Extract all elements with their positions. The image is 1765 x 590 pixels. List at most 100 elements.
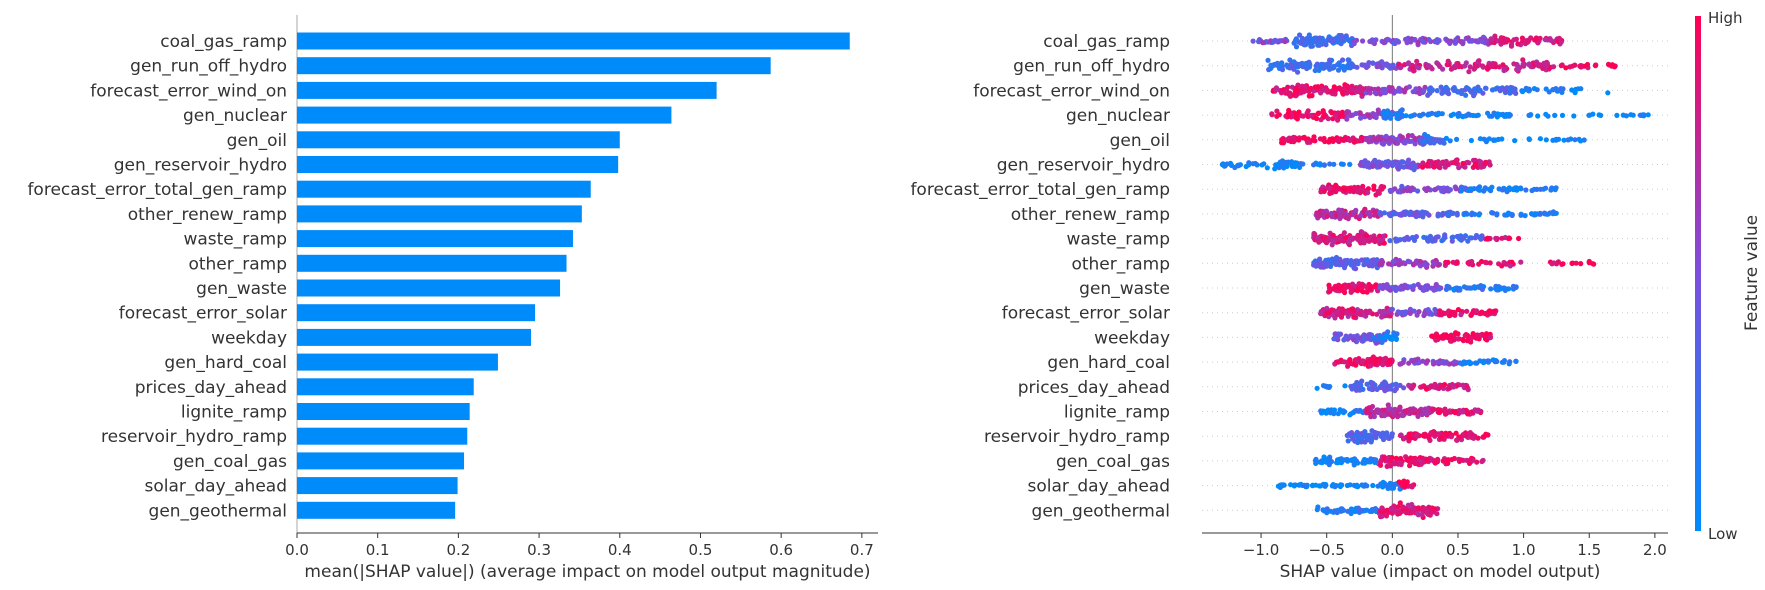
bee-point: [1342, 187, 1348, 193]
bee-point: [1463, 92, 1469, 98]
bee-label-other_renew_ramp: other_renew_ramp: [1011, 205, 1170, 225]
bee-point: [1380, 87, 1386, 93]
bee-point: [1436, 431, 1442, 437]
bee-point: [1359, 88, 1365, 94]
bee-point: [1380, 436, 1387, 443]
bee-point: [1548, 187, 1554, 193]
bee-point: [1482, 161, 1488, 167]
bee-point: [1306, 88, 1312, 94]
bee-point: [1352, 383, 1358, 389]
bee-point: [1394, 88, 1400, 94]
bee-point: [1467, 457, 1473, 463]
bee-point: [1330, 232, 1336, 238]
bee-label-reservoir_hydro_ramp: reservoir_hydro_ramp: [984, 427, 1170, 447]
bee-point: [1347, 412, 1353, 418]
bee-point: [1350, 210, 1357, 217]
bee-point: [1319, 264, 1325, 270]
bee-point: [1434, 38, 1440, 45]
bee-point: [1421, 88, 1427, 94]
bee-point: [1327, 185, 1333, 191]
bee-point: [1445, 89, 1451, 95]
bee-x-tick-label: −1.0: [1243, 541, 1279, 559]
bee-point: [1434, 511, 1440, 517]
bee-point: [1347, 186, 1353, 192]
bee-point: [1503, 112, 1509, 118]
bee-point: [1630, 112, 1636, 118]
bee-point: [1375, 86, 1381, 92]
bee-point: [1376, 190, 1382, 196]
bee-point: [1317, 238, 1323, 244]
bee-label-gen_nuclear: gen_nuclear: [1066, 106, 1170, 126]
bee-point: [1504, 286, 1510, 292]
bee-point: [1274, 86, 1280, 92]
bee-point: [1362, 261, 1368, 267]
bee-point: [1359, 358, 1365, 364]
bee-point: [1481, 188, 1487, 194]
bee-point: [1522, 213, 1528, 219]
bee-point: [1458, 312, 1464, 318]
bee-point: [1442, 406, 1448, 412]
bee-point: [1401, 478, 1407, 484]
bee-point: [1316, 67, 1322, 73]
bee-point: [1516, 235, 1522, 242]
bee-point: [1282, 38, 1288, 45]
bar-x-tick-label: 0.0: [285, 541, 309, 559]
bee-point: [1511, 284, 1517, 290]
bar-x-tick-label: 0.6: [769, 541, 793, 559]
bee-point: [1381, 413, 1388, 419]
bee-point: [1353, 88, 1359, 94]
bee-label-gen_geothermal: gen_geothermal: [1032, 501, 1170, 521]
bee-point: [1416, 409, 1423, 415]
bee-point: [1318, 260, 1324, 266]
bee-point: [1477, 358, 1483, 364]
bee-point: [1261, 161, 1267, 167]
bee-point: [1402, 140, 1408, 146]
colorbar-gradient: [1695, 16, 1701, 531]
bee-point: [1329, 88, 1335, 94]
bee-point: [1406, 157, 1412, 163]
bee-point: [1498, 86, 1504, 92]
bee-point: [1368, 437, 1375, 444]
bee-point: [1367, 90, 1373, 96]
bee-point: [1331, 84, 1337, 90]
bee-point: [1400, 412, 1406, 419]
bee-point: [1405, 258, 1411, 264]
bee-point: [1386, 261, 1392, 267]
bee-point: [1436, 409, 1443, 416]
bee-point: [1328, 263, 1334, 269]
bee-point: [1465, 387, 1471, 393]
bee-point: [1293, 161, 1299, 167]
bee-point: [1415, 188, 1421, 194]
bee-point: [1358, 237, 1364, 243]
bee-point: [1397, 460, 1403, 466]
bee-point: [1443, 259, 1449, 265]
bee-point: [1472, 235, 1478, 241]
bee-point: [1370, 482, 1376, 489]
bee-point: [1578, 86, 1584, 92]
bee-point: [1513, 358, 1519, 364]
bee-point: [1377, 285, 1383, 291]
bee-point: [1415, 505, 1422, 511]
bee-point: [1325, 407, 1331, 413]
bee-point: [1422, 431, 1428, 437]
bee-point: [1395, 238, 1401, 244]
bee-point: [1476, 187, 1482, 193]
bee-point: [1469, 310, 1475, 316]
bee-point: [1330, 138, 1336, 144]
bee-point: [1322, 234, 1328, 240]
bee-label-gen_waste: gen_waste: [1079, 279, 1170, 299]
bee-point: [1479, 286, 1485, 292]
bee-point: [1487, 162, 1493, 168]
bee-point: [1436, 286, 1442, 292]
bee-point: [1315, 213, 1321, 219]
bee-point: [1508, 42, 1515, 48]
bee-point: [1441, 360, 1447, 366]
bee-point: [1460, 409, 1466, 415]
bee-point: [1435, 333, 1441, 339]
bee-point: [1379, 140, 1385, 146]
bee-point: [1345, 64, 1351, 70]
bee-point: [1359, 283, 1365, 289]
bee-point: [1338, 64, 1344, 70]
bee-point: [1395, 504, 1401, 510]
bee-point: [1365, 237, 1371, 244]
